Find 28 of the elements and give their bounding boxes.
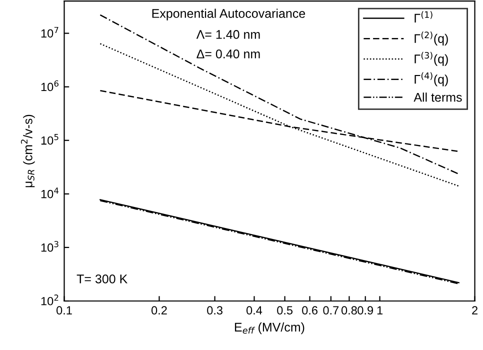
- x-tick-label: 0.5: [277, 306, 293, 315]
- x-tick-label: 0.1: [56, 306, 72, 315]
- x-tick-label: 1: [377, 306, 383, 314]
- y-axis-title: μ$_{SR}$ (cm$^{2}$/v-s): [20, 114, 35, 188]
- x-tick-label: 0.4: [246, 306, 262, 315]
- y-tick-label: 10$^{5}$: [41, 134, 58, 145]
- y-tick-label: 10$^{6}$: [41, 80, 58, 92]
- annotation: Exponential Autocovariance: [152, 8, 306, 20]
- annotation: Λ= 1.40 nm: [196, 30, 260, 39]
- x-axis-title: E$_{eff}$ (MV/cm): [234, 322, 304, 334]
- y-tick-label: 10$^{2}$: [41, 294, 58, 306]
- x-tick-label: 0.8: [341, 306, 357, 315]
- x-tick-label: 2: [472, 306, 478, 314]
- x-tick-label: 0.7: [323, 306, 339, 315]
- legend-label: All terms: [414, 92, 462, 102]
- x-tick-label: 0.3: [207, 306, 222, 315]
- annotation: Δ= 0.40 nm: [196, 50, 260, 58]
- annotation: T= 300 K: [76, 274, 128, 284]
- y-tick-label: 10$^{7}$: [41, 26, 58, 38]
- y-tick-label: 10$^{4}$: [41, 188, 59, 198]
- legend-label: Γ$^{(1)}$: [414, 11, 432, 23]
- legend-label: Γ$^{(4)}$(q): [414, 72, 448, 86]
- x-tick-label: 0.9: [358, 306, 374, 315]
- legend-label: Γ$^{(2)}$(q): [414, 31, 448, 46]
- x-tick-label: 0.6: [302, 306, 318, 315]
- x-tick-label: 0.2: [151, 306, 167, 315]
- legend-label: Γ$^{(3)}$(q): [414, 52, 448, 66]
- y-tick-label: 10$^{3}$: [41, 240, 58, 252]
